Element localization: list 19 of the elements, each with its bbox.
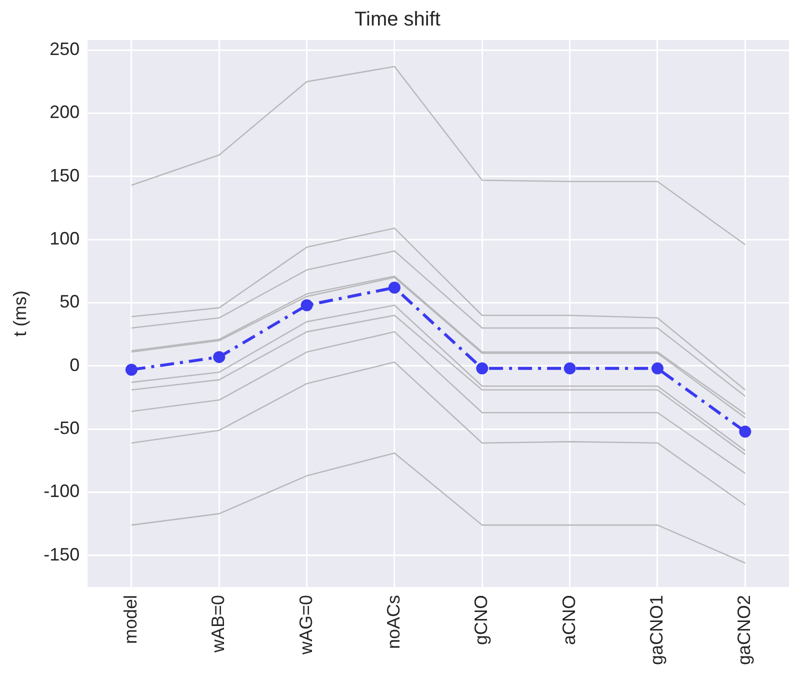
y-tick-label: 0 [70, 354, 80, 375]
y-tick-label: 50 [60, 292, 80, 312]
y-tick-label: 150 [50, 165, 80, 186]
x-tick-label: wAB=0 [208, 594, 228, 654]
chart-title: Time shift [354, 8, 441, 31]
x-tick-label: noACs [383, 594, 404, 649]
x-tick-label: model [120, 594, 140, 644]
x-tick-label: gaCNO2 [734, 594, 754, 665]
x-tick-label: aCNO [558, 594, 579, 645]
y-tick-label: 100 [50, 228, 80, 249]
x-tick-label: gaCNO1 [646, 594, 666, 665]
y-tick-label: -150 [44, 544, 80, 564]
y-tick-label: -100 [44, 481, 80, 502]
x-tick-label: wAG=0 [296, 594, 316, 656]
y-tick-label: 250 [50, 39, 80, 60]
y-axis-title: t (ms) [10, 290, 30, 336]
x-tick-label: gCNO [471, 594, 492, 645]
y-tick-label: 200 [50, 102, 80, 122]
y-tick-label: -50 [54, 418, 80, 438]
